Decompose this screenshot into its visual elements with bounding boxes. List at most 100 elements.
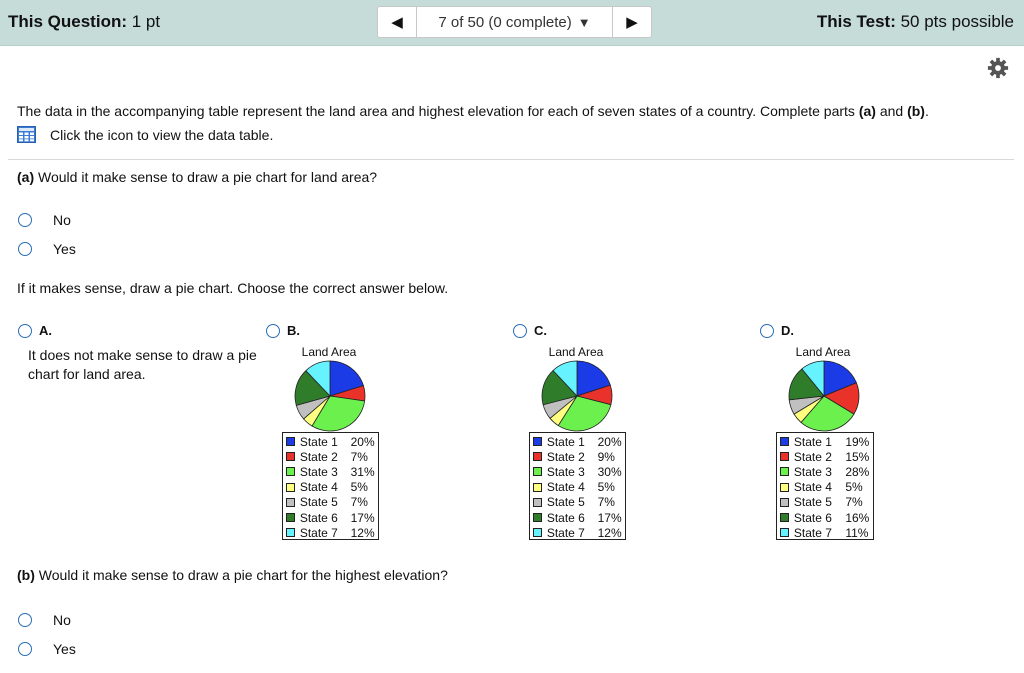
legend-swatch xyxy=(286,452,295,462)
legend-label: State 5 xyxy=(546,495,585,510)
choice-a-text: It does not make sense to draw a pie cha… xyxy=(28,347,257,382)
intro-part-a: (a) xyxy=(858,103,876,119)
legend-value: 17% xyxy=(350,510,375,525)
legend-value: 31% xyxy=(350,464,375,479)
legend-label: State 3 xyxy=(299,464,338,479)
legend-swatch xyxy=(780,452,789,462)
choice-a[interactable]: A. xyxy=(18,323,52,338)
legend-value: 30% xyxy=(597,464,622,479)
legend-swatch xyxy=(286,513,295,523)
pie-chart xyxy=(541,360,613,432)
pie-slice-state-7 xyxy=(801,360,825,398)
question-points: This Question: 1 pt xyxy=(8,12,160,32)
legend-item: State 7 12% xyxy=(533,525,623,540)
legend-label: State 4 xyxy=(793,480,832,495)
legend-swatch xyxy=(533,497,542,507)
part-a-label: (a) xyxy=(17,169,35,185)
intro-text-end: . xyxy=(924,103,929,119)
part-b-option-no[interactable]: No xyxy=(18,612,71,628)
part-a-question: (a) Would it make sense to draw a pie ch… xyxy=(17,169,377,185)
legend-swatch xyxy=(533,528,542,538)
legend-item: State 5 7% xyxy=(533,495,623,510)
part-b-option-yes[interactable]: Yes xyxy=(18,641,76,657)
legend-label: State 2 xyxy=(793,449,832,464)
question-intro: The data in the accompanying table repre… xyxy=(17,103,1017,119)
legend-value: 12% xyxy=(597,525,622,540)
caret-down-icon: ▼ xyxy=(577,14,591,30)
radio-button[interactable] xyxy=(513,323,527,338)
legend-item: State 5 7% xyxy=(780,495,871,510)
legend-value: 12% xyxy=(350,525,375,540)
test-points-label: This Test: xyxy=(816,12,896,31)
legend-item: State 2 7% xyxy=(286,449,376,464)
legend-item: State 5 7% xyxy=(286,495,376,510)
legend-item: State 1 20% xyxy=(286,434,376,449)
gear-icon[interactable] xyxy=(987,57,1009,79)
pie-slice-state-1 xyxy=(576,360,611,397)
option-label: No xyxy=(53,212,71,228)
chart-legend: State 1 19% State 2 15% State 3 28% State 4 5% S… xyxy=(776,432,874,540)
chart-title: Land Area xyxy=(795,345,851,359)
radio-button[interactable] xyxy=(18,642,32,656)
legend-value: 20% xyxy=(350,434,375,449)
legend-label: State 1 xyxy=(546,434,585,449)
legend-swatch xyxy=(533,482,542,492)
radio-button[interactable] xyxy=(18,613,32,627)
part-a-option-no[interactable]: No xyxy=(18,212,71,228)
choice-b[interactable]: B. xyxy=(266,323,300,338)
legend-item: State 2 9% xyxy=(533,449,623,464)
part-b-label: (b) xyxy=(17,567,35,583)
question-position: 7 of 50 (0 complete) xyxy=(438,13,572,31)
legend-swatch xyxy=(780,437,789,447)
choice-letter: D. xyxy=(781,323,794,338)
part-a-option-yes[interactable]: Yes xyxy=(18,241,76,257)
legend-swatch xyxy=(286,467,295,477)
choice-d[interactable]: D. xyxy=(760,323,794,338)
chart-title: Land Area xyxy=(301,345,357,359)
choice-c[interactable]: C. xyxy=(513,323,547,338)
legend-swatch xyxy=(286,528,295,538)
legend-value: 19% xyxy=(845,434,870,449)
triangle-left-icon: ◀ xyxy=(391,14,403,31)
legend-value: 7% xyxy=(597,495,615,510)
legend-label: State 4 xyxy=(546,480,585,495)
data-table-icon[interactable] xyxy=(17,126,36,143)
legend-value: 7% xyxy=(350,495,368,510)
question-points-label: This Question: xyxy=(8,12,127,31)
legend-label: State 6 xyxy=(546,510,585,525)
legend-swatch xyxy=(780,482,789,492)
legend-value: 28% xyxy=(845,464,870,479)
triangle-right-icon: ▶ xyxy=(626,14,638,31)
legend-item: State 6 17% xyxy=(286,510,376,525)
divider xyxy=(8,159,1014,160)
legend-item: State 1 20% xyxy=(533,434,623,449)
legend-value: 5% xyxy=(350,480,368,495)
chart-legend: State 1 20% State 2 9% State 3 30% State 4 5% St… xyxy=(529,432,626,540)
previous-question-button[interactable]: ◀ xyxy=(377,6,417,38)
legend-label: State 2 xyxy=(546,449,585,464)
legend-label: State 7 xyxy=(299,525,338,540)
legend-value: 11% xyxy=(845,525,869,540)
question-select-dropdown[interactable]: 7 of 50 (0 complete) ▼ xyxy=(417,6,612,38)
radio-button[interactable] xyxy=(18,242,32,256)
legend-value: 7% xyxy=(350,449,368,464)
legend-label: State 2 xyxy=(299,449,338,464)
part-a-question-text: Would it make sense to draw a pie chart … xyxy=(34,169,378,185)
radio-button[interactable] xyxy=(18,213,32,227)
legend-label: State 5 xyxy=(793,495,832,510)
pie-chart xyxy=(788,360,860,432)
next-question-button[interactable]: ▶ xyxy=(612,6,652,38)
legend-item: State 2 15% xyxy=(780,449,871,464)
legend-value: 20% xyxy=(597,434,622,449)
top-bar: This Question: 1 pt ◀ 7 of 50 (0 complet… xyxy=(0,0,1024,46)
pie-chart xyxy=(294,360,366,432)
radio-button[interactable] xyxy=(266,323,280,338)
radio-button[interactable] xyxy=(760,323,774,338)
legend-swatch xyxy=(286,482,295,492)
legend-label: State 7 xyxy=(793,525,832,540)
legend-item: State 4 5% xyxy=(286,480,376,495)
chart-title: Land Area xyxy=(548,345,604,359)
option-label: Yes xyxy=(53,641,76,657)
choice-letter: C. xyxy=(534,323,547,338)
radio-button[interactable] xyxy=(18,323,32,338)
